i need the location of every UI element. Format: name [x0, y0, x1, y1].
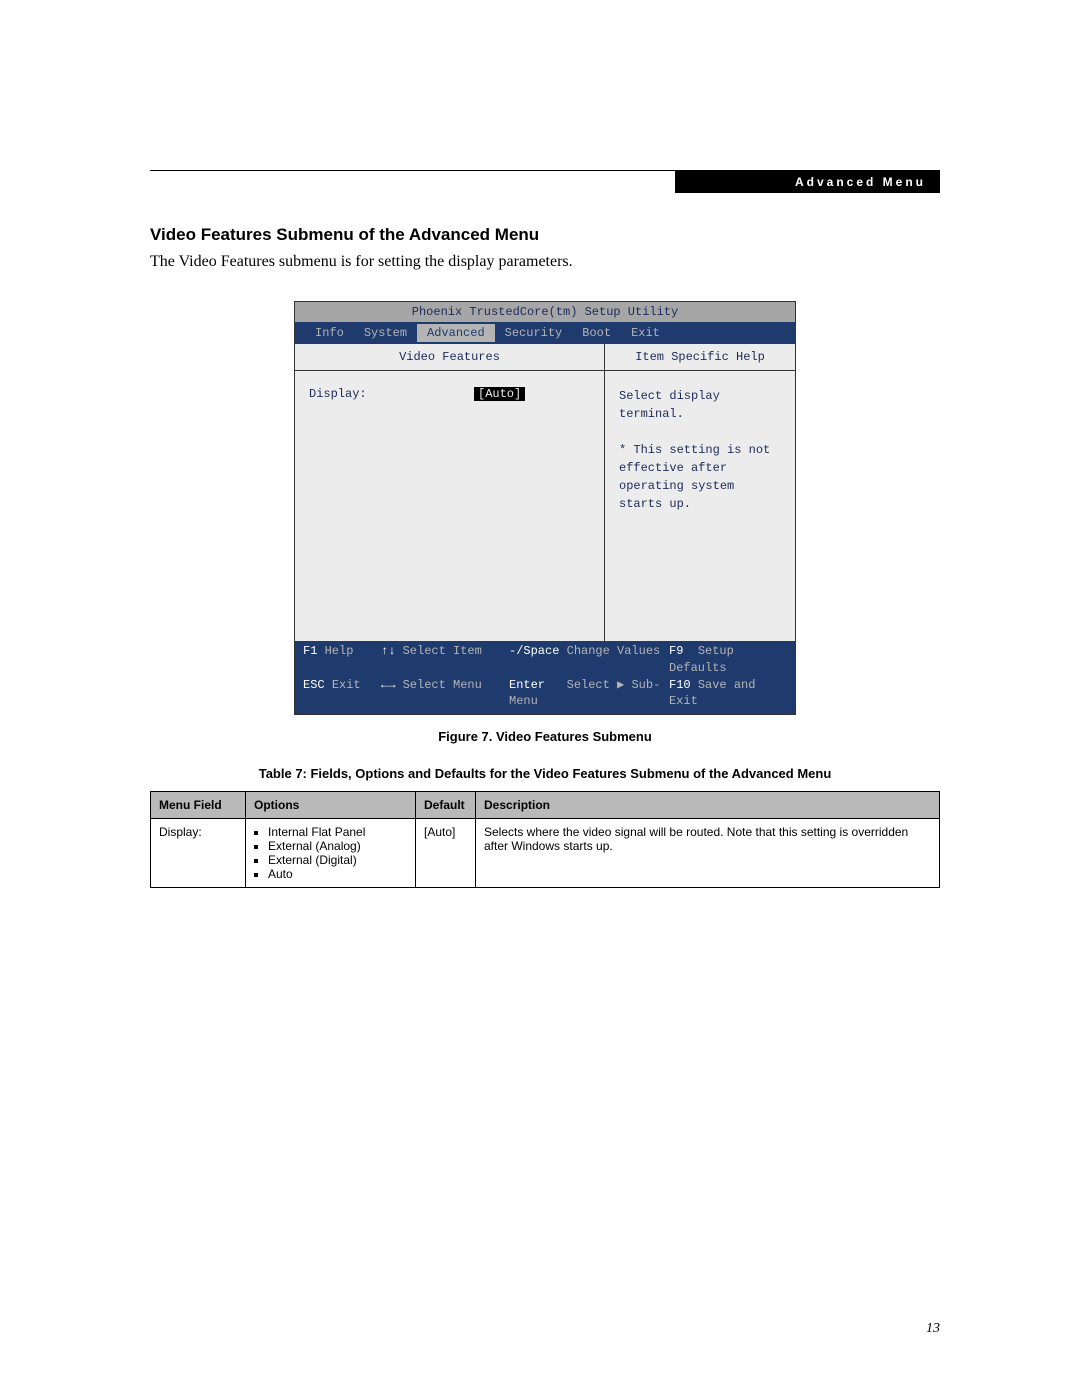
- bios-utility-title: Phoenix TrustedCore(tm) Setup Utility: [295, 302, 795, 322]
- page-number: 13: [926, 1321, 940, 1337]
- bios-footer: F1 Help ↑↓ Select Item -/Space Change Va…: [295, 641, 795, 714]
- bios-tab-exit: Exit: [621, 324, 670, 342]
- content: Video Features Submenu of the Advanced M…: [150, 170, 940, 888]
- bios-help-line1: Select display terminal.: [619, 387, 781, 423]
- options-table: Menu Field Options Default Description D…: [150, 791, 940, 888]
- bios-help-body: Select display terminal. * This setting …: [605, 371, 795, 641]
- td-menu-field: Display:: [151, 819, 246, 888]
- key-arrows-ud: ↑↓: [381, 644, 395, 658]
- table-row: Display: Internal Flat PanelExternal (An…: [151, 819, 940, 888]
- bios-tab-security: Security: [495, 324, 573, 342]
- bios-tab-boot: Boot: [572, 324, 621, 342]
- key-minus-space: -/Space: [509, 644, 559, 658]
- figure-caption: Figure 7. Video Features Submenu: [150, 729, 940, 744]
- bios-left-body: Display: [Auto]: [295, 371, 604, 641]
- table-caption: Table 7: Fields, Options and Defaults fo…: [150, 766, 940, 781]
- bios-setting-label: Display:: [309, 387, 474, 401]
- bios-setting-value: [Auto]: [474, 387, 525, 401]
- header-bar: Advanced Menu: [675, 171, 940, 193]
- key-f1: F1: [303, 644, 317, 658]
- key-esc-label: Exit: [332, 678, 361, 692]
- select-menu-label: Select Menu: [403, 678, 482, 692]
- th-description: Description: [476, 792, 940, 819]
- bios-tab-system: System: [354, 324, 417, 342]
- bios-right-header: Item Specific Help: [605, 344, 795, 371]
- section-title: Video Features Submenu of the Advanced M…: [150, 225, 940, 245]
- option-item: External (Analog): [268, 839, 407, 853]
- option-item: Internal Flat Panel: [268, 825, 407, 839]
- bios-help-line2: * This setting is not effective after op…: [619, 441, 781, 513]
- select-item-label: Select Item: [403, 644, 482, 658]
- key-f10: F10: [669, 678, 691, 692]
- option-item: Auto: [268, 867, 407, 881]
- td-options: Internal Flat PanelExternal (Analog)Exte…: [246, 819, 416, 888]
- bios-tab-info: Info: [305, 324, 354, 342]
- th-menu-field: Menu Field: [151, 792, 246, 819]
- th-options: Options: [246, 792, 416, 819]
- intro-text: The Video Features submenu is for settin…: [150, 253, 940, 271]
- key-f9: F9: [669, 644, 683, 658]
- key-arrows-lr: ←→: [381, 678, 395, 692]
- key-enter: Enter: [509, 678, 545, 692]
- key-f1-label: Help: [325, 644, 354, 658]
- bios-left-header: Video Features: [295, 344, 604, 371]
- td-default: [Auto]: [416, 819, 476, 888]
- document-page: Advanced Menu Video Features Submenu of …: [0, 0, 1080, 1397]
- bios-screenshot: Phoenix TrustedCore(tm) Setup Utility In…: [294, 301, 796, 715]
- bios-menu-bar: InfoSystemAdvancedSecurityBootExit: [295, 322, 795, 344]
- change-values-label: Change Values: [567, 644, 661, 658]
- key-esc: ESC: [303, 678, 325, 692]
- th-default: Default: [416, 792, 476, 819]
- bios-tab-advanced: Advanced: [417, 324, 495, 342]
- option-item: External (Digital): [268, 853, 407, 867]
- td-description: Selects where the video signal will be r…: [476, 819, 940, 888]
